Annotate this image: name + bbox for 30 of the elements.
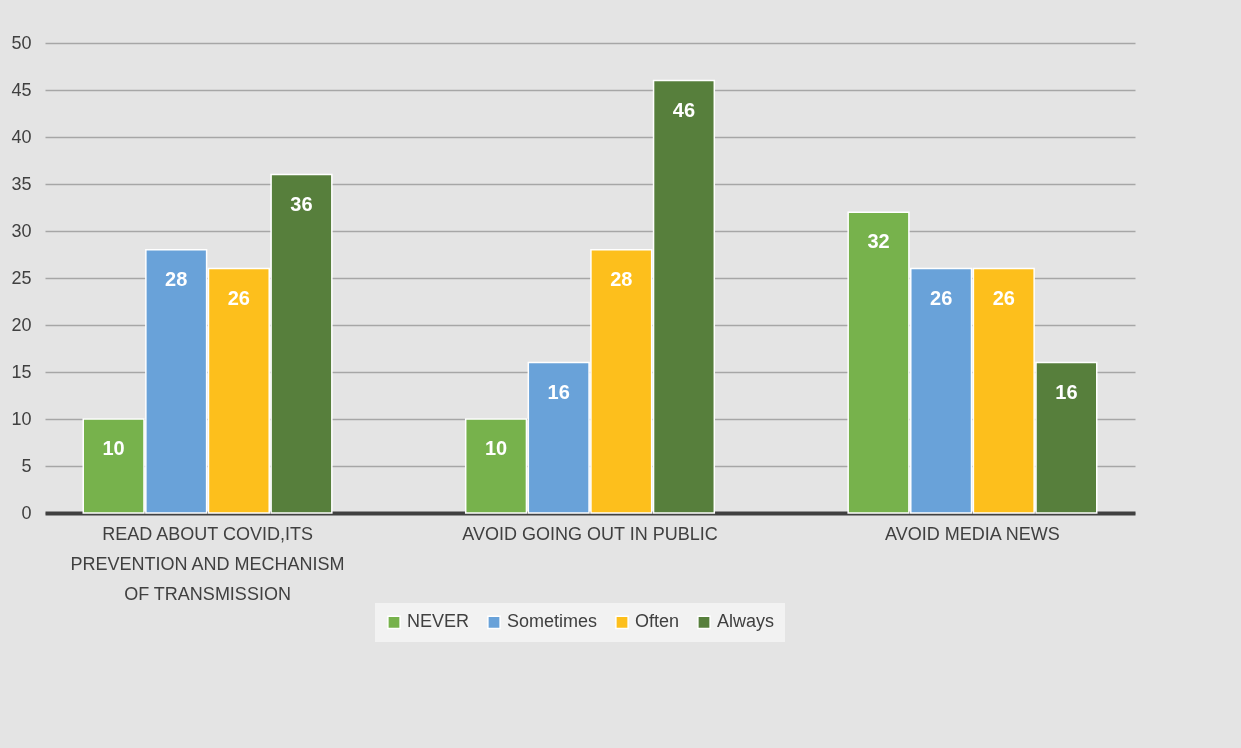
data-label: 26	[930, 286, 953, 309]
data-label: 10	[484, 437, 508, 459]
y-tick-label: 0	[21, 502, 32, 523]
x-tick-label: READ ABOUT COVID,ITS PREVENTION AND MECHANISM OF TRANSMISSION	[70, 523, 345, 604]
data-label: 28	[610, 267, 633, 290]
y-tick-label: 40	[11, 126, 32, 147]
y-tick-label: 15	[11, 361, 32, 382]
y-tick-label: 30	[11, 220, 32, 241]
x-tick-label: AVOID MEDIA NEWS	[885, 523, 1060, 544]
y-tick-label: 45	[11, 79, 32, 100]
data-label: 16	[547, 380, 570, 403]
legend-label: NEVER	[407, 611, 470, 632]
x-tick-label: AVOID GOING OUT IN PUBLIC	[462, 523, 718, 544]
data-label: 28	[165, 267, 188, 290]
legend-label: Often	[635, 611, 680, 632]
data-label: 32	[867, 230, 890, 253]
data-label: 36	[290, 192, 313, 215]
y-tick-label: 10	[11, 408, 32, 429]
data-label: 26	[227, 286, 250, 309]
data-label: 10	[102, 437, 125, 459]
legend-label: Always	[717, 611, 775, 632]
y-tick-label: 20	[11, 314, 32, 335]
legend-label: Sometimes	[507, 611, 598, 632]
y-tick-label: 5	[21, 455, 32, 476]
y-tick-label: 35	[11, 173, 32, 194]
data-label: 26	[992, 286, 1015, 309]
data-label: 46	[672, 98, 696, 121]
data-label: 16	[1055, 380, 1078, 403]
y-tick-label: 50	[11, 32, 32, 53]
y-tick-label: 25	[11, 267, 32, 288]
